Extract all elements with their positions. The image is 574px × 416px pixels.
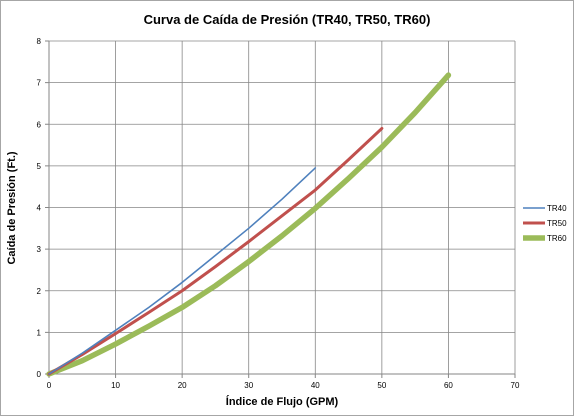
y-tick-label: 2 [37, 287, 42, 296]
y-tick-label: 1 [37, 328, 42, 337]
x-tick-label: 20 [178, 381, 187, 390]
horizontal-gridlines [45, 40, 515, 375]
y-tick-label: 0 [37, 370, 42, 379]
legend-label-tr40: TR40 [547, 204, 567, 213]
x-tick-label: 70 [511, 381, 520, 390]
legend-label-tr60: TR60 [547, 234, 567, 243]
x-axis-title: Índice de Flujo (GPM) [226, 395, 339, 408]
y-tick-label: 4 [37, 204, 42, 213]
y-tick-label: 6 [37, 120, 42, 129]
series-line-tr40 [48, 167, 317, 375]
legend: TR40 TR50 TR60 [523, 204, 567, 243]
x-tick-label: 10 [111, 381, 120, 390]
x-tick-label: 0 [47, 381, 52, 390]
series-line-tr50 [47, 126, 384, 376]
y-tick-label: 8 [37, 37, 42, 46]
x-tick-labels: 0 10 20 30 40 50 60 70 [47, 381, 520, 390]
y-axis-title: Caída de Presión (Ft.) [6, 151, 18, 264]
y-tick-labels: 0 1 2 3 4 5 6 7 8 [37, 37, 42, 379]
series-line-tr60 [46, 72, 452, 377]
y-tick-label: 3 [37, 245, 42, 254]
x-tick-label: 50 [377, 381, 386, 390]
x-tick-label: 40 [311, 381, 320, 390]
y-tick-label: 5 [37, 162, 42, 171]
y-tick-label: 7 [37, 79, 42, 88]
series-lines [46, 72, 452, 377]
x-tick-label: 30 [244, 381, 253, 390]
legend-label-tr50: TR50 [547, 219, 567, 228]
x-tick-label: 60 [444, 381, 453, 390]
chart-title: Curva de Caída de Presión (TR40, TR50, T… [144, 12, 431, 27]
